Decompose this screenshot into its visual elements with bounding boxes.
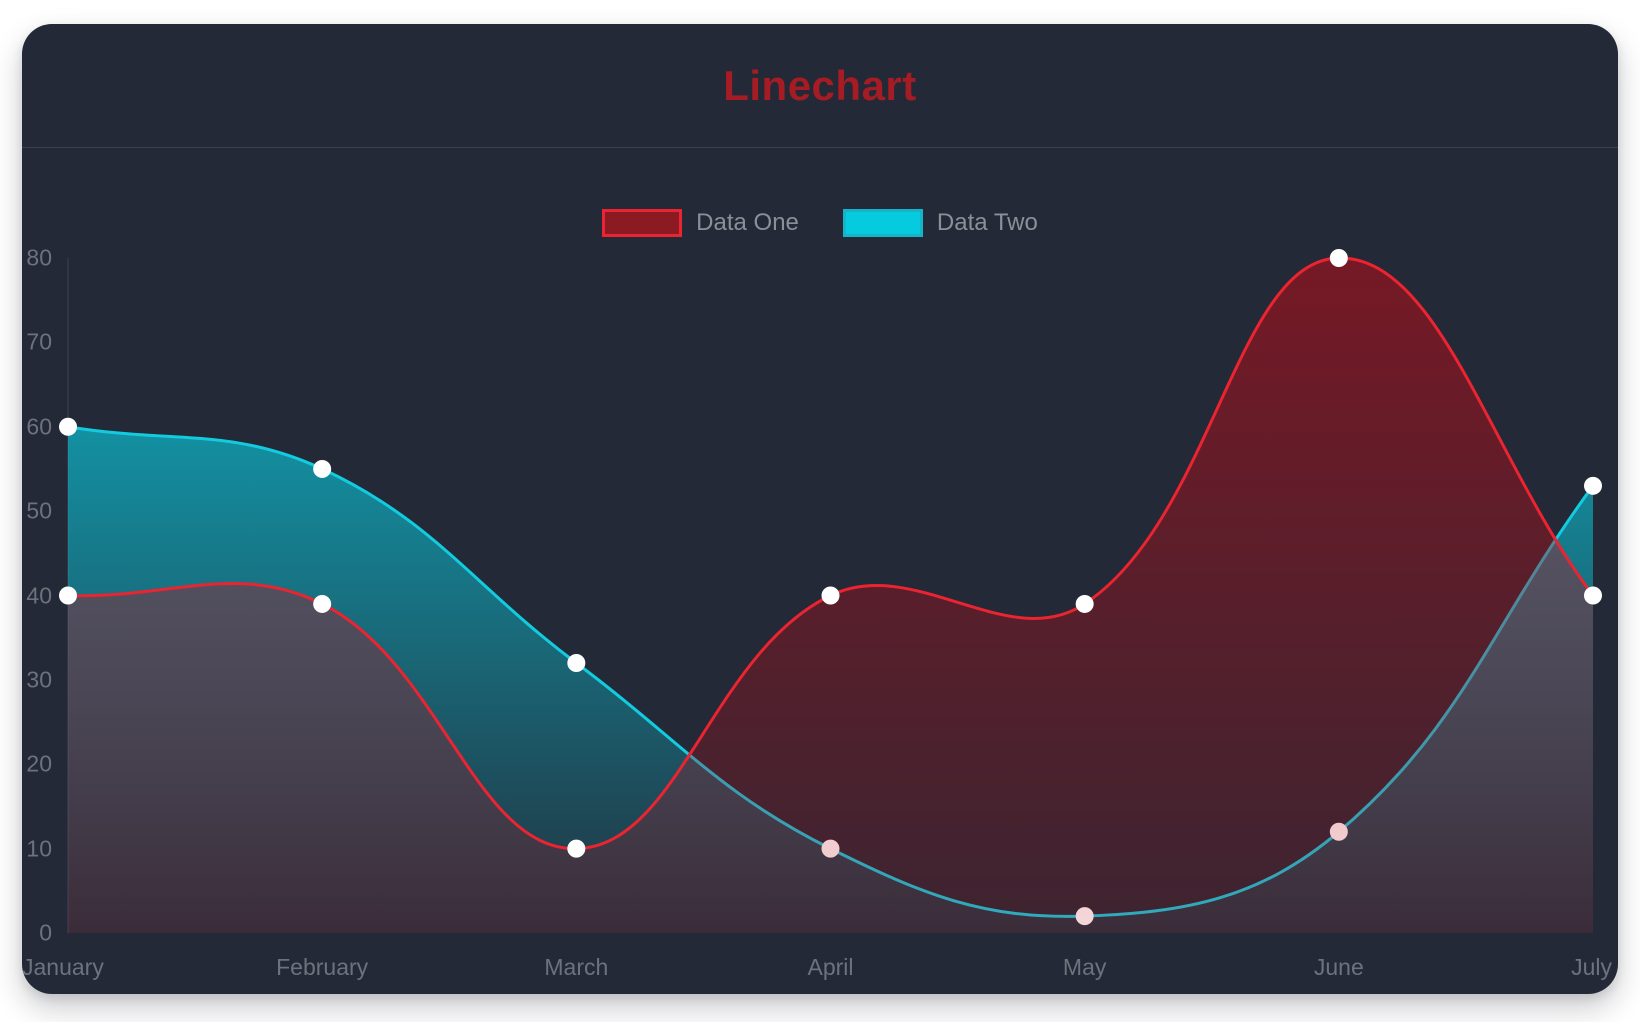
data-point xyxy=(567,839,586,858)
line-chart xyxy=(59,249,1602,933)
y-tick-label: 10 xyxy=(26,835,52,862)
legend-swatch-data-two xyxy=(842,209,923,237)
x-axis-label: May xyxy=(1062,954,1107,980)
x-axis-label: April xyxy=(807,954,854,980)
data-point xyxy=(567,654,586,672)
x-axis-label: February xyxy=(276,954,369,980)
data-point xyxy=(1329,249,1348,267)
x-axis-label: July xyxy=(1571,954,1612,980)
chart-card: Linechart Data One Data Two 0 10 20 30 40 50 6… xyxy=(22,24,1618,994)
x-axis-labels: January February March April May June July xyxy=(22,952,1618,982)
data-point xyxy=(821,586,840,605)
data-point xyxy=(1075,594,1094,613)
x-axis-label: June xyxy=(1313,954,1364,980)
data-point xyxy=(313,594,332,613)
y-tick-label: 70 xyxy=(26,328,52,355)
chart-legend: Data One Data Two xyxy=(22,206,1618,240)
y-tick-label: 60 xyxy=(26,413,52,440)
data-point xyxy=(313,459,332,478)
chart-header: Linechart xyxy=(22,24,1618,148)
legend-swatch-data-one xyxy=(602,209,683,237)
data-point xyxy=(1584,476,1602,495)
legend-label-data-one: Data One xyxy=(696,209,799,236)
data-point xyxy=(1584,586,1602,605)
x-axis-label: January xyxy=(22,954,104,980)
x-axis-label: March xyxy=(544,954,609,980)
legend-label-data-two: Data Two xyxy=(936,209,1038,236)
chart-canvas[interactable]: 0 10 20 30 40 50 60 70 80 January February March Ap… xyxy=(22,24,1618,994)
y-tick-label: 0 xyxy=(39,919,52,946)
y-tick-label: 40 xyxy=(26,582,52,608)
data-point xyxy=(59,417,77,436)
y-tick-label: 50 xyxy=(26,497,52,524)
y-tick-label: 20 xyxy=(26,750,52,777)
legend-item-data-one[interactable]: Data One xyxy=(602,209,799,237)
y-tick-label: 30 xyxy=(26,666,52,693)
y-axis-labels: 0 10 20 30 40 50 60 70 80 xyxy=(22,24,54,994)
chart-title: Linechart xyxy=(723,61,917,109)
series-data-one xyxy=(59,249,1602,933)
legend-item-data-two[interactable]: Data Two xyxy=(842,209,1038,237)
y-tick-label: 80 xyxy=(26,244,52,271)
data-point xyxy=(59,586,77,605)
